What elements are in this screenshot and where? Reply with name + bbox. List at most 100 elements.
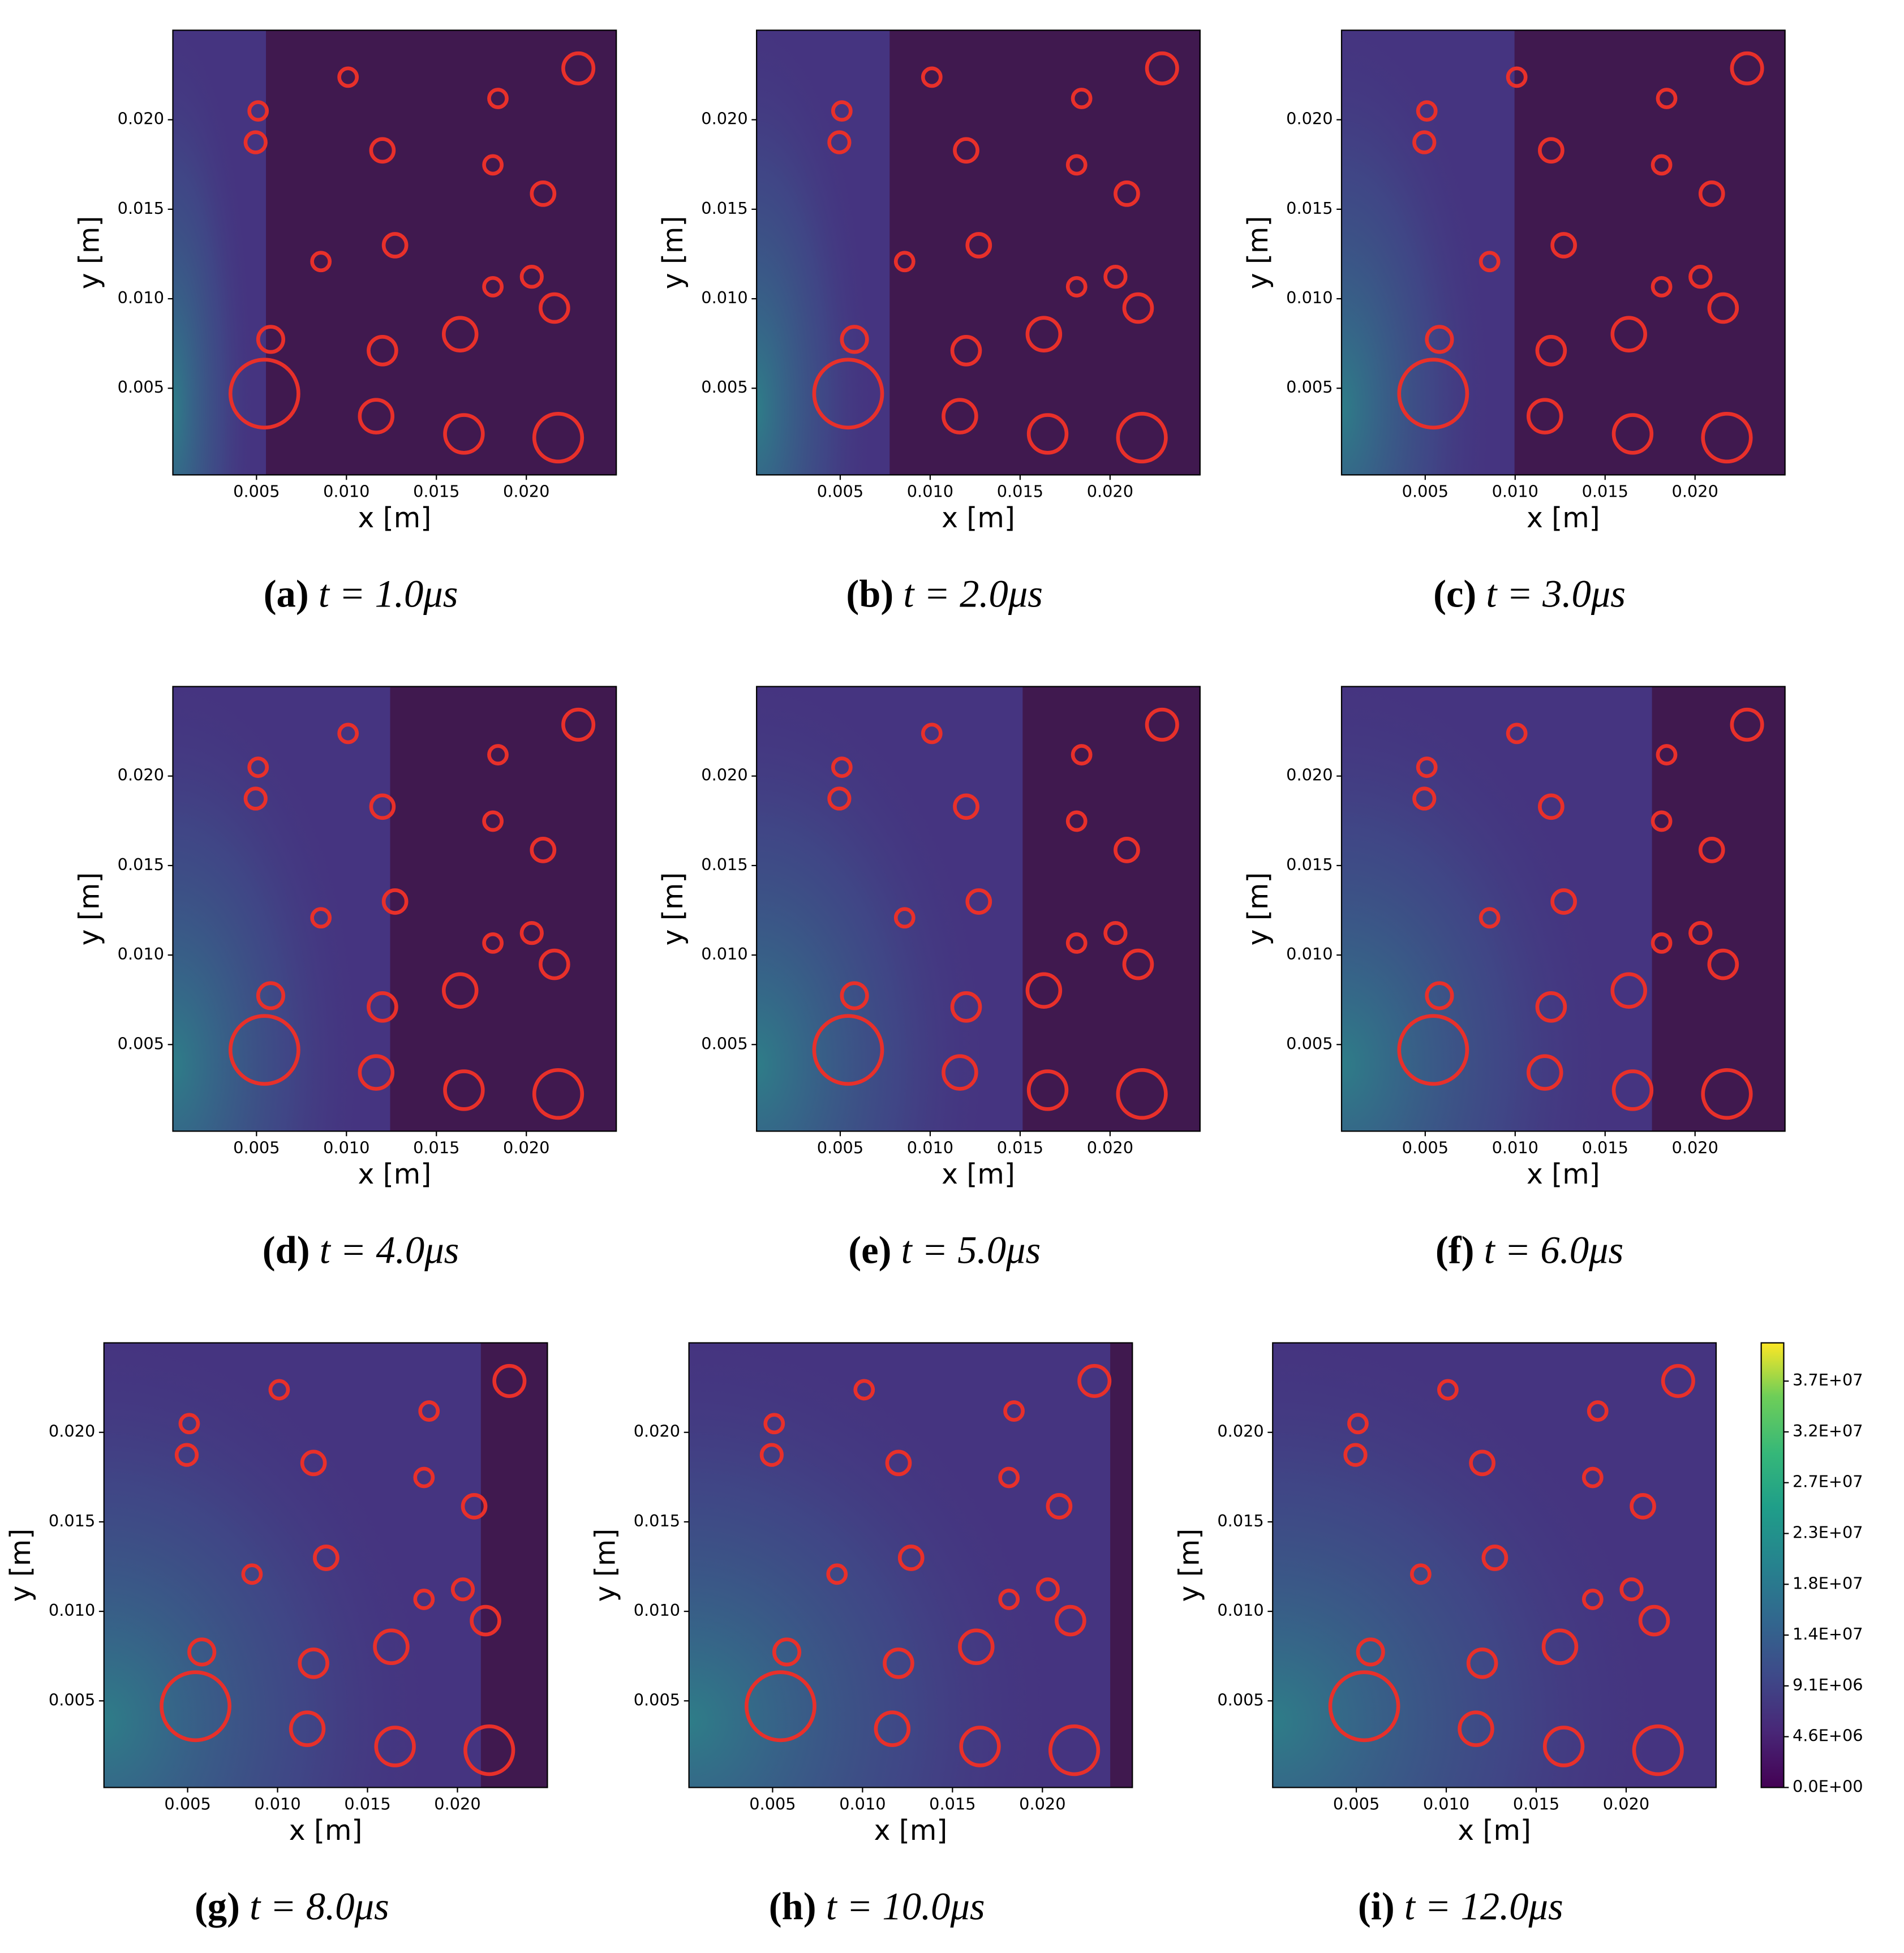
particle [256,325,286,354]
x-tick-label: 0.020 [434,1794,480,1813]
colorbar-tick-label: 3.7E+07 [1793,1370,1863,1390]
particle [1466,1647,1498,1679]
particle [289,1710,326,1747]
particle [763,1413,785,1435]
particle [367,991,398,1023]
particle [1688,265,1713,289]
particle [1077,1363,1112,1398]
y-axis-label: y [m] [74,216,106,290]
particle [1698,180,1725,207]
particle [893,251,916,273]
y-axis-label: y [m] [1243,872,1274,946]
x-tick-label: 0.010 [1492,1138,1538,1157]
particle [228,358,300,430]
y-tick-label: 0.015 [701,855,747,874]
particle [1541,1628,1579,1666]
particle [358,1054,395,1091]
particle [268,1379,290,1401]
panel: 0.005 0.010 0.015 0.020 0.005 0.010 0.015 0.020… [74,686,617,1271]
particle [1581,1589,1604,1610]
particle [1701,1068,1753,1120]
y-tick-label: 0.020 [634,1422,680,1441]
particle [965,232,992,259]
pressure-glow [757,30,890,475]
particle [921,722,943,745]
particle [1343,1443,1368,1467]
particle [1122,948,1154,980]
particle [539,292,570,324]
y-tick-label: 0.015 [1217,1511,1263,1530]
caption: (g) t = 8.0μs [195,1885,389,1928]
y-tick-label: 0.010 [634,1601,680,1620]
y-tick-label: 0.020 [701,765,747,785]
particle [1003,1400,1025,1422]
x-tick-label: 0.020 [1603,1794,1649,1813]
particle [1114,180,1140,207]
caption: (d) t = 4.0μs [263,1228,459,1271]
particle [1412,786,1437,811]
particle [1698,837,1725,863]
particle [1610,972,1647,1009]
x-tick-label: 0.010 [839,1794,886,1813]
particle [998,1466,1020,1489]
particle [243,786,268,811]
particle [1416,100,1438,122]
y-tick-label: 0.005 [49,1690,95,1709]
particle [413,1466,435,1489]
caption: (h) t = 10.0μs [769,1885,985,1928]
y-axis-label: y [m] [1174,1529,1205,1602]
y-tick-label: 0.020 [1286,765,1333,785]
particle [1538,137,1565,164]
particle [953,137,979,164]
y-tick-label: 0.005 [1286,1034,1333,1053]
particle [812,1014,884,1086]
particle [812,358,884,430]
field [104,1343,548,1788]
pressure-glow [757,686,1023,1132]
particle [532,411,584,464]
particle [1506,66,1528,88]
x-tick-label: 0.015 [997,481,1043,501]
particle [1550,232,1577,259]
particle [1026,413,1069,455]
x-tick-label: 0.020 [1672,1138,1718,1157]
y-tick-label: 0.010 [118,944,164,963]
particle [1581,1466,1604,1489]
pressure-glow [104,1343,481,1788]
particle [998,1589,1020,1610]
particle [958,1628,995,1666]
particle [418,1400,440,1422]
particle [441,316,479,352]
particle [1025,316,1063,352]
particle [373,1628,410,1666]
particle [1046,1493,1073,1520]
particle [950,334,982,367]
particle [298,1647,329,1679]
particle [443,1069,485,1111]
caption-tag: (g) [195,1885,240,1928]
particle [1025,972,1063,1009]
colorbar-tick-label: 1.4E+07 [1793,1624,1863,1644]
caption-time: t = 10.0μs [826,1885,985,1928]
particle [1611,413,1654,455]
y-tick-label: 0.015 [118,855,164,874]
particle [178,1413,200,1435]
x-tick-label: 0.005 [164,1794,210,1813]
particle [1651,810,1673,832]
y-axis-label: y [m] [1243,216,1274,290]
y-tick-label: 0.005 [118,377,164,397]
y-tick-label: 0.010 [1217,1601,1263,1620]
colorbar-gradient [1760,1342,1785,1788]
field [173,30,617,475]
particle [243,130,268,154]
particle [1651,276,1673,298]
x-axis-label: x [m] [874,1815,948,1847]
pressure-glow [689,1343,1111,1788]
particle [1145,51,1179,85]
particle [1412,130,1437,154]
x-tick-label: 0.010 [323,481,369,501]
particle [1587,1400,1609,1422]
y-tick-label: 0.005 [701,1034,747,1053]
caption: (c) t = 3.0μs [1433,572,1626,615]
